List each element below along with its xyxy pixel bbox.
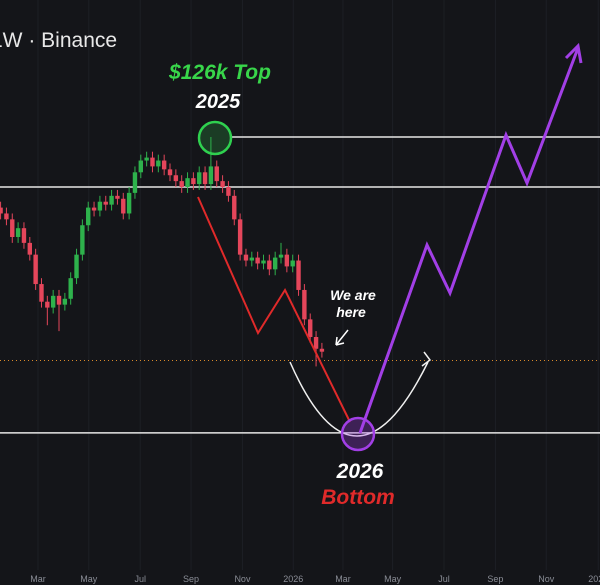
candle-body — [214, 166, 219, 182]
candle-body — [296, 260, 301, 290]
x-tick-label: May — [80, 574, 98, 584]
grid — [37, 0, 599, 570]
candle-body — [284, 254, 290, 267]
bottom-label: Bottom — [321, 486, 394, 509]
here-label: here — [336, 304, 366, 320]
candle-body — [10, 219, 15, 237]
red-projection — [197, 196, 351, 423]
candle-body — [319, 348, 325, 352]
here-label: We are — [330, 287, 376, 303]
x-tick-label: May — [384, 574, 402, 584]
x-axis: Mar May Jul Sep Nov 2026 Mar May Jul Sep Nov 2027 — [30, 574, 600, 584]
candle-body — [80, 225, 85, 255]
x-tick-label: Nov — [538, 574, 555, 584]
candle-body — [126, 192, 132, 214]
candle-body — [74, 254, 79, 279]
candle-body — [290, 260, 295, 267]
x-tick-label: Sep — [487, 574, 503, 584]
x-tick-label: Jul — [134, 574, 146, 584]
candle-body — [15, 228, 21, 237]
candle-body — [0, 207, 3, 214]
x-tick-label: Jul — [438, 574, 450, 584]
candle-body — [302, 289, 307, 320]
candle-body — [97, 201, 103, 211]
candle-body — [272, 257, 278, 270]
candle-body — [208, 166, 214, 185]
candle-body — [237, 219, 243, 255]
candle-body — [132, 172, 138, 193]
purple-arrowhead — [564, 42, 583, 64]
candle-body — [232, 195, 237, 220]
candle-body — [156, 160, 161, 167]
candle-body — [121, 198, 126, 214]
candle-body — [27, 242, 32, 255]
candle-body — [249, 257, 255, 261]
candle-body — [56, 295, 62, 305]
candle-body — [197, 172, 202, 185]
candle-body — [86, 207, 91, 226]
candle-body — [62, 298, 68, 305]
candle-body — [226, 187, 231, 196]
candle-body — [50, 295, 56, 308]
bounce-arrowhead — [421, 351, 432, 367]
candle-body — [39, 284, 44, 302]
candle-body — [21, 228, 27, 243]
candle-body — [179, 181, 184, 187]
candle-body — [103, 201, 108, 205]
top-circle — [197, 120, 233, 156]
candle-body — [278, 254, 284, 258]
candle-body — [45, 301, 50, 308]
candle-body — [173, 175, 179, 182]
x-tick-label: 2027 — [588, 574, 600, 584]
candle-body — [161, 160, 167, 170]
bottom-circle — [340, 416, 376, 452]
top-year: 2025 — [195, 91, 241, 113]
candle-body — [138, 160, 143, 173]
levels — [0, 136, 600, 434]
candle-body — [150, 157, 155, 167]
candle-body — [255, 257, 260, 264]
candle-body — [167, 169, 173, 176]
candle-body — [313, 337, 319, 349]
top-label: $126k Top — [168, 61, 271, 84]
candle-body — [191, 178, 196, 185]
here-arrow — [335, 329, 349, 346]
candle-body — [68, 278, 73, 299]
candle-body — [33, 254, 38, 285]
candle-body — [144, 157, 149, 161]
x-tick-label: Sep — [183, 574, 199, 584]
candle-body — [243, 254, 249, 261]
chart-title: 1W · Binance — [0, 29, 117, 52]
bounce-curve — [289, 361, 429, 437]
bottom-year: 2026 — [336, 460, 384, 483]
candle-body — [267, 260, 272, 270]
purple-projection — [358, 47, 580, 434]
candle-body — [202, 172, 208, 185]
candle-body — [220, 181, 225, 187]
candle-body — [185, 178, 190, 187]
x-tick-label: 2026 — [283, 574, 303, 584]
candle-body — [109, 195, 114, 205]
candle-body — [308, 319, 313, 337]
candle-body — [91, 207, 97, 211]
x-tick-label: Mar — [335, 574, 351, 584]
candle-body — [4, 213, 9, 220]
x-tick-label: Mar — [30, 574, 46, 584]
candle-body — [115, 195, 120, 199]
candles — [0, 137, 325, 367]
candle-body — [261, 260, 266, 264]
x-tick-label: Nov — [234, 574, 251, 584]
